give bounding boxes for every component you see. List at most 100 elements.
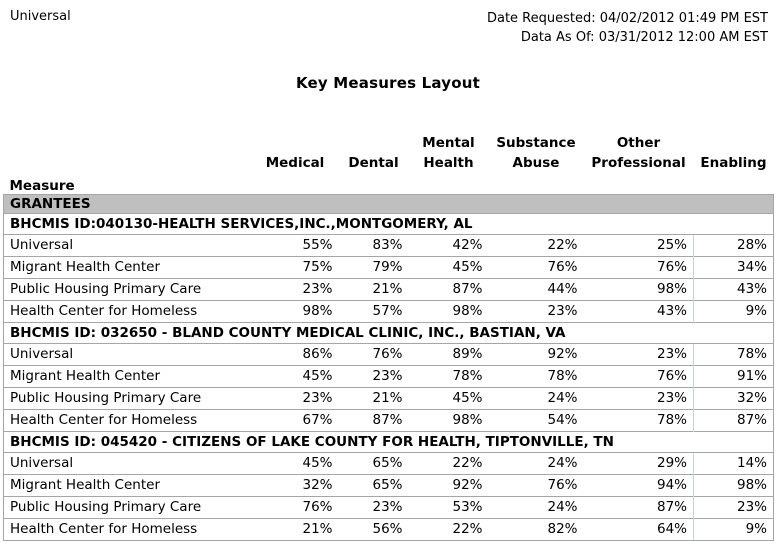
grantees-section-row: GRANTEES [3, 193, 774, 213]
value-cell: 65% [338, 473, 409, 496]
value-cell: 42% [408, 233, 489, 256]
measure-name-cell: Public Housing Primary Care [3, 386, 252, 409]
measure-name-cell: Public Housing Primary Care [3, 495, 252, 518]
measure-row: Public Housing Primary Care 23% 21% 87% 44% 9… [3, 277, 774, 300]
value-cell: 22% [488, 233, 584, 256]
measure-row: Migrant Health Center 45% 23% 78% 78% 76% 91% [3, 364, 774, 387]
value-cell: 76% [488, 255, 584, 278]
measure-name-cell: Health Center for Homeless [3, 517, 252, 541]
value-cell: 21% [251, 517, 339, 541]
value-cell: 91% [693, 364, 774, 387]
value-cell: 22% [408, 517, 489, 541]
value-cell: 94% [583, 473, 694, 496]
column-header-line2: Dental [348, 155, 399, 171]
measure-row: Migrant Health Center 75% 79% 45% 76% 76% 34% [3, 255, 774, 278]
value-cell: 67% [251, 408, 339, 431]
measure-name-cell: Migrant Health Center [3, 255, 252, 278]
value-cell: 86% [251, 342, 339, 365]
value-cell: 98% [408, 299, 489, 322]
value-cell: 53% [408, 495, 489, 518]
measure-name-cell: Health Center for Homeless [3, 408, 252, 431]
value-cell: 55% [251, 233, 339, 256]
value-cell: 45% [251, 364, 339, 387]
value-cell: 64% [583, 517, 694, 541]
measure-name-cell: Migrant Health Center [3, 473, 252, 496]
report-header: Universal Date Requested: 04/02/2012 01:… [0, 0, 776, 47]
measure-name-cell: Migrant Health Center [3, 364, 252, 387]
value-cell: 21% [338, 277, 409, 300]
page-title: Key Measures Layout [295, 74, 481, 92]
value-cell: 43% [693, 277, 774, 300]
measure-row: Health Center for Homeless 67% 87% 98% 54% 78… [3, 408, 774, 431]
value-cell: 45% [408, 386, 489, 409]
data-as-of-text: Data As Of: 03/31/2012 12:00 AM EST [520, 30, 768, 45]
value-cell: 32% [693, 386, 774, 409]
value-cell: 45% [251, 451, 339, 474]
value-cell: 23% [583, 342, 694, 365]
grantee-id-row: BHCMIS ID:040130-HEALTH SERVICES,INC.,MO… [3, 212, 774, 234]
value-cell: 76% [583, 255, 694, 278]
column-header-line2: Professional [591, 155, 686, 171]
value-cell: 24% [488, 451, 584, 474]
value-cell: 23% [338, 364, 409, 387]
value-cell: 44% [488, 277, 584, 300]
column-header-line1 [694, 131, 774, 151]
value-cell: 65% [338, 451, 409, 474]
value-cell: 78% [408, 364, 489, 387]
column-header-line2: Medical [265, 155, 325, 171]
value-cell: 9% [693, 299, 774, 322]
value-cell: 76% [583, 364, 694, 387]
spacer-cell [252, 171, 774, 194]
measure-row: Universal 45% 65% 22% 24% 29% 14% [3, 451, 774, 474]
report-table-body: GRANTEES BHCMIS ID:040130-HEALTH SERVICE… [3, 193, 774, 541]
value-cell: 23% [583, 386, 694, 409]
value-cell: 78% [583, 408, 694, 431]
column-header-line1: Substance [496, 135, 576, 151]
grantee-id-row: BHCMIS ID: 045420 - CITIZENS OF LAKE COU… [3, 430, 774, 452]
value-cell: 24% [488, 495, 584, 518]
measure-row: Universal 86% 76% 89% 92% 23% 78% [3, 342, 774, 365]
measure-row: Universal 55% 83% 42% 22% 25% 28% [3, 233, 774, 256]
value-cell: 32% [251, 473, 339, 496]
value-cell: 29% [583, 451, 694, 474]
grantee-id-cell: BHCMIS ID:040130-HEALTH SERVICES,INC.,MO… [3, 212, 774, 234]
grantees-section-cell: GRANTEES [3, 193, 774, 213]
column-header-line1 [252, 131, 339, 151]
measure-name-cell: Universal [3, 233, 252, 256]
spacer-cell [4, 151, 252, 171]
spacer-cell [4, 131, 252, 151]
value-cell: 22% [408, 451, 489, 474]
value-cell: 89% [408, 342, 489, 365]
report-meta: Date Requested: 04/02/2012 01:49 PM EST … [487, 9, 768, 47]
column-header-line1: Mental [422, 135, 475, 151]
measure-name-cell: Health Center for Homeless [3, 299, 252, 322]
value-cell: 76% [338, 342, 409, 365]
value-cell: 24% [488, 386, 584, 409]
measure-row: Health Center for Homeless 21% 56% 22% 82% 64… [3, 517, 774, 541]
key-measures-table: Mental Substance Other Medical Dental Health… [3, 131, 774, 541]
value-cell: 87% [583, 495, 694, 518]
value-cell: 76% [488, 473, 584, 496]
value-cell: 43% [583, 299, 694, 322]
value-cell: 23% [693, 495, 774, 518]
value-cell: 92% [408, 473, 489, 496]
measure-row: Public Housing Primary Care 23% 21% 45% 24% 2… [3, 386, 774, 409]
value-cell: 79% [338, 255, 409, 278]
value-cell: 54% [488, 408, 584, 431]
value-cell: 98% [408, 408, 489, 431]
value-cell: 98% [583, 277, 694, 300]
measure-row: Migrant Health Center 32% 65% 92% 76% 94% 98% [3, 473, 774, 496]
value-cell: 98% [693, 473, 774, 496]
measure-row: Public Housing Primary Care 76% 23% 53% 24% 8… [3, 495, 774, 518]
value-cell: 57% [338, 299, 409, 322]
value-cell: 28% [693, 233, 774, 256]
value-cell: 78% [488, 364, 584, 387]
report-scope-label: Universal [10, 9, 71, 24]
table-head: Mental Substance Other Medical Dental Health… [4, 131, 774, 194]
value-cell: 98% [251, 299, 339, 322]
value-cell: 87% [338, 408, 409, 431]
measure-row: Health Center for Homeless 98% 57% 98% 23% 43… [3, 299, 774, 322]
column-header-line2: Enabling [700, 155, 767, 171]
value-cell: 34% [693, 255, 774, 278]
